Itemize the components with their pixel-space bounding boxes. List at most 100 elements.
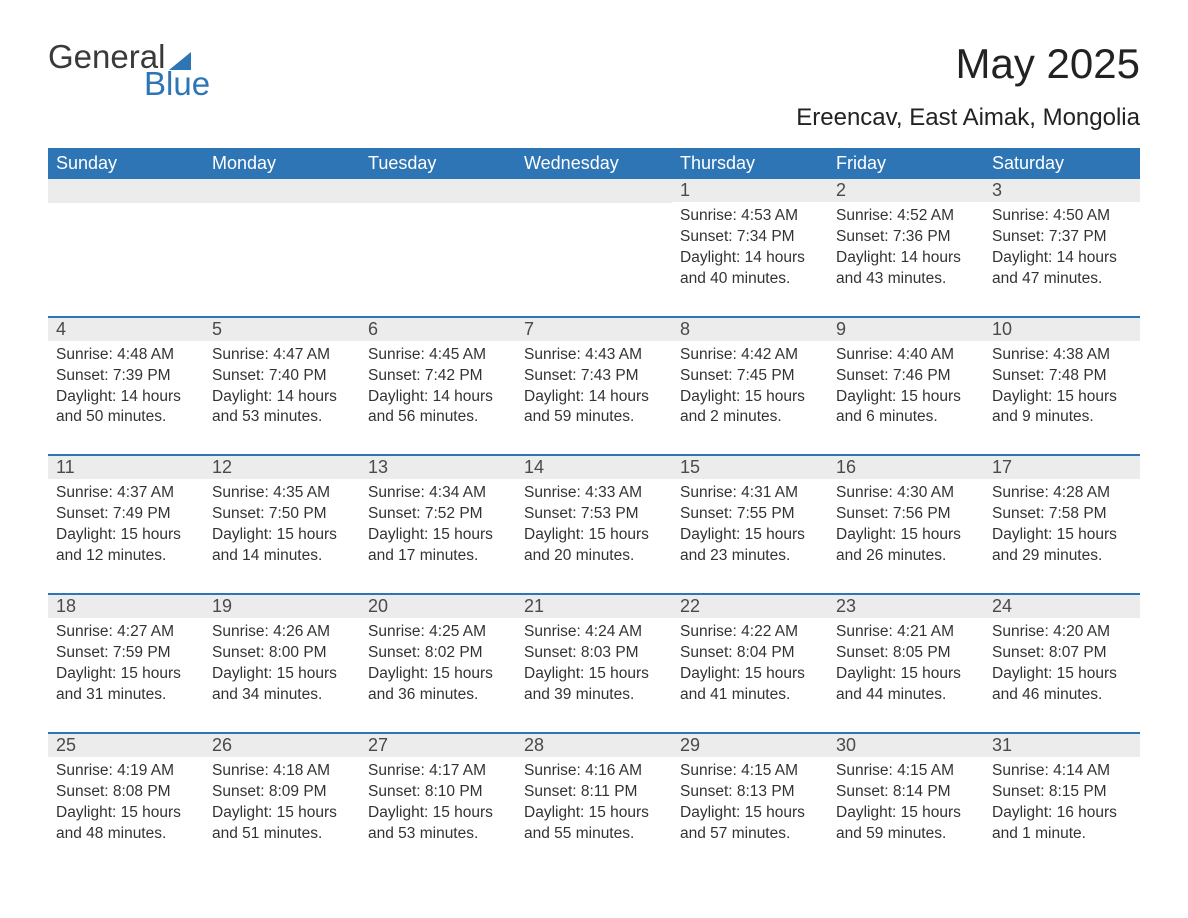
day-number: 14	[516, 456, 672, 479]
sunset-line: Sunset: 7:43 PM	[524, 366, 664, 387]
sunset-line: Sunset: 8:14 PM	[836, 782, 976, 803]
daylight-line: Daylight: 15 hours and 9 minutes.	[992, 387, 1132, 429]
calendar-day-cell: 28Sunrise: 4:16 AMSunset: 8:11 PMDayligh…	[516, 733, 672, 871]
daylight-line: Daylight: 15 hours and 59 minutes.	[836, 803, 976, 845]
daylight-line: Daylight: 15 hours and 57 minutes.	[680, 803, 820, 845]
day-number: 4	[48, 318, 204, 341]
daylight-line: Daylight: 15 hours and 31 minutes.	[56, 664, 196, 706]
day-number: 2	[828, 179, 984, 202]
day-number: 17	[984, 456, 1140, 479]
day-number: 15	[672, 456, 828, 479]
sunset-line: Sunset: 7:52 PM	[368, 504, 508, 525]
day-details: Sunrise: 4:18 AMSunset: 8:09 PMDaylight:…	[204, 757, 360, 871]
day-number	[48, 179, 204, 203]
sunrise-line: Sunrise: 4:47 AM	[212, 345, 352, 366]
daylight-line: Daylight: 15 hours and 2 minutes.	[680, 387, 820, 429]
sunrise-line: Sunrise: 4:28 AM	[992, 483, 1132, 504]
sunset-line: Sunset: 8:00 PM	[212, 643, 352, 664]
calendar-day-cell: 18Sunrise: 4:27 AMSunset: 7:59 PMDayligh…	[48, 594, 204, 733]
calendar-day-cell: 21Sunrise: 4:24 AMSunset: 8:03 PMDayligh…	[516, 594, 672, 733]
sunset-line: Sunset: 7:49 PM	[56, 504, 196, 525]
day-number	[516, 179, 672, 203]
day-number: 3	[984, 179, 1140, 202]
sunrise-line: Sunrise: 4:50 AM	[992, 206, 1132, 227]
calendar-day-cell: 15Sunrise: 4:31 AMSunset: 7:55 PMDayligh…	[672, 455, 828, 594]
daylight-line: Daylight: 15 hours and 34 minutes.	[212, 664, 352, 706]
calendar-day-cell: 10 Sunrise: 4:38 AMSunset: 7:48 PMDayligh…	[984, 317, 1140, 456]
day-details: Sunrise: 4:40 AMSunset: 7:46 PMDaylight:…	[828, 341, 984, 455]
weekday-header: Monday	[204, 148, 360, 179]
day-number: 18	[48, 595, 204, 618]
sunset-line: Sunset: 7:34 PM	[680, 227, 820, 248]
day-details: Sunrise: 4:47 AMSunset: 7:40 PMDaylight:…	[204, 341, 360, 455]
day-number: 13	[360, 456, 516, 479]
calendar-day-cell: 11Sunrise: 4:37 AMSunset: 7:49 PMDayligh…	[48, 455, 204, 594]
day-details: Sunrise: 4:42 AMSunset: 7:45 PMDaylight:…	[672, 341, 828, 455]
weekday-header: Tuesday	[360, 148, 516, 179]
sunset-line: Sunset: 8:03 PM	[524, 643, 664, 664]
calendar-day-cell: 19Sunrise: 4:26 AMSunset: 8:00 PMDayligh…	[204, 594, 360, 733]
calendar-day-cell: 30 Sunrise: 4:15 AMSunset: 8:14 PMDayligh…	[828, 733, 984, 871]
day-number: 25	[48, 734, 204, 757]
sunrise-line: Sunrise: 4:42 AM	[680, 345, 820, 366]
day-number: 10	[984, 318, 1140, 341]
calendar-day-cell	[48, 179, 204, 317]
sunset-line: Sunset: 8:04 PM	[680, 643, 820, 664]
calendar-day-cell	[204, 179, 360, 317]
day-number: 16	[828, 456, 984, 479]
calendar-day-cell: 7Sunrise: 4:43 AMSunset: 7:43 PMDaylight…	[516, 317, 672, 456]
day-details: Sunrise: 4:37 AMSunset: 7:49 PMDaylight:…	[48, 479, 204, 593]
sunrise-line: Sunrise: 4:38 AM	[992, 345, 1132, 366]
sunset-line: Sunset: 7:46 PM	[836, 366, 976, 387]
daylight-line: Daylight: 14 hours and 50 minutes.	[56, 387, 196, 429]
calendar-day-cell: 3Sunrise: 4:50 AMSunset: 7:37 PMDaylight…	[984, 179, 1140, 317]
daylight-line: Daylight: 15 hours and 14 minutes.	[212, 525, 352, 567]
sunrise-line: Sunrise: 4:40 AM	[836, 345, 976, 366]
day-details: Sunrise: 4:52 AMSunset: 7:36 PMDaylight:…	[828, 202, 984, 316]
sunrise-line: Sunrise: 4:30 AM	[836, 483, 976, 504]
day-details: Sunrise: 4:27 AMSunset: 7:59 PMDaylight:…	[48, 618, 204, 732]
sunrise-line: Sunrise: 4:15 AM	[680, 761, 820, 782]
sunset-line: Sunset: 8:13 PM	[680, 782, 820, 803]
calendar-day-cell: 17Sunrise: 4:28 AMSunset: 7:58 PMDayligh…	[984, 455, 1140, 594]
calendar-day-cell: 23Sunrise: 4:21 AMSunset: 8:05 PMDayligh…	[828, 594, 984, 733]
sunrise-line: Sunrise: 4:53 AM	[680, 206, 820, 227]
sunrise-line: Sunrise: 4:52 AM	[836, 206, 976, 227]
sunrise-line: Sunrise: 4:27 AM	[56, 622, 196, 643]
calendar-day-cell: 2Sunrise: 4:52 AMSunset: 7:36 PMDaylight…	[828, 179, 984, 317]
day-details: Sunrise: 4:34 AMSunset: 7:52 PMDaylight:…	[360, 479, 516, 593]
day-number: 11	[48, 456, 204, 479]
calendar-week-row: 1Sunrise: 4:53 AMSunset: 7:34 PMDaylight…	[48, 179, 1140, 317]
day-number: 6	[360, 318, 516, 341]
daylight-line: Daylight: 14 hours and 56 minutes.	[368, 387, 508, 429]
day-number: 30	[828, 734, 984, 757]
daylight-line: Daylight: 15 hours and 12 minutes.	[56, 525, 196, 567]
sunset-line: Sunset: 7:48 PM	[992, 366, 1132, 387]
day-details	[48, 203, 204, 233]
day-details: Sunrise: 4:17 AMSunset: 8:10 PMDaylight:…	[360, 757, 516, 871]
sunset-line: Sunset: 7:55 PM	[680, 504, 820, 525]
sunset-line: Sunset: 7:56 PM	[836, 504, 976, 525]
calendar-day-cell: 26Sunrise: 4:18 AMSunset: 8:09 PMDayligh…	[204, 733, 360, 871]
sunrise-line: Sunrise: 4:25 AM	[368, 622, 508, 643]
weekday-header: Sunday	[48, 148, 204, 179]
day-details: Sunrise: 4:33 AMSunset: 7:53 PMDaylight:…	[516, 479, 672, 593]
day-details: Sunrise: 4:19 AMSunset: 8:08 PMDaylight:…	[48, 757, 204, 871]
sunset-line: Sunset: 8:02 PM	[368, 643, 508, 664]
day-number: 8	[672, 318, 828, 341]
daylight-line: Daylight: 15 hours and 44 minutes.	[836, 664, 976, 706]
day-number: 26	[204, 734, 360, 757]
sunrise-line: Sunrise: 4:35 AM	[212, 483, 352, 504]
weekday-header: Saturday	[984, 148, 1140, 179]
day-number: 7	[516, 318, 672, 341]
location: Ereencav, East Aimak, Mongolia	[796, 104, 1140, 132]
daylight-line: Daylight: 15 hours and 55 minutes.	[524, 803, 664, 845]
sunrise-line: Sunrise: 4:34 AM	[368, 483, 508, 504]
sunset-line: Sunset: 7:40 PM	[212, 366, 352, 387]
weekday-header: Wednesday	[516, 148, 672, 179]
sunrise-line: Sunrise: 4:21 AM	[836, 622, 976, 643]
daylight-line: Daylight: 14 hours and 40 minutes.	[680, 248, 820, 290]
sunrise-line: Sunrise: 4:16 AM	[524, 761, 664, 782]
sunrise-line: Sunrise: 4:15 AM	[836, 761, 976, 782]
logo-triangle-icon	[169, 52, 191, 70]
